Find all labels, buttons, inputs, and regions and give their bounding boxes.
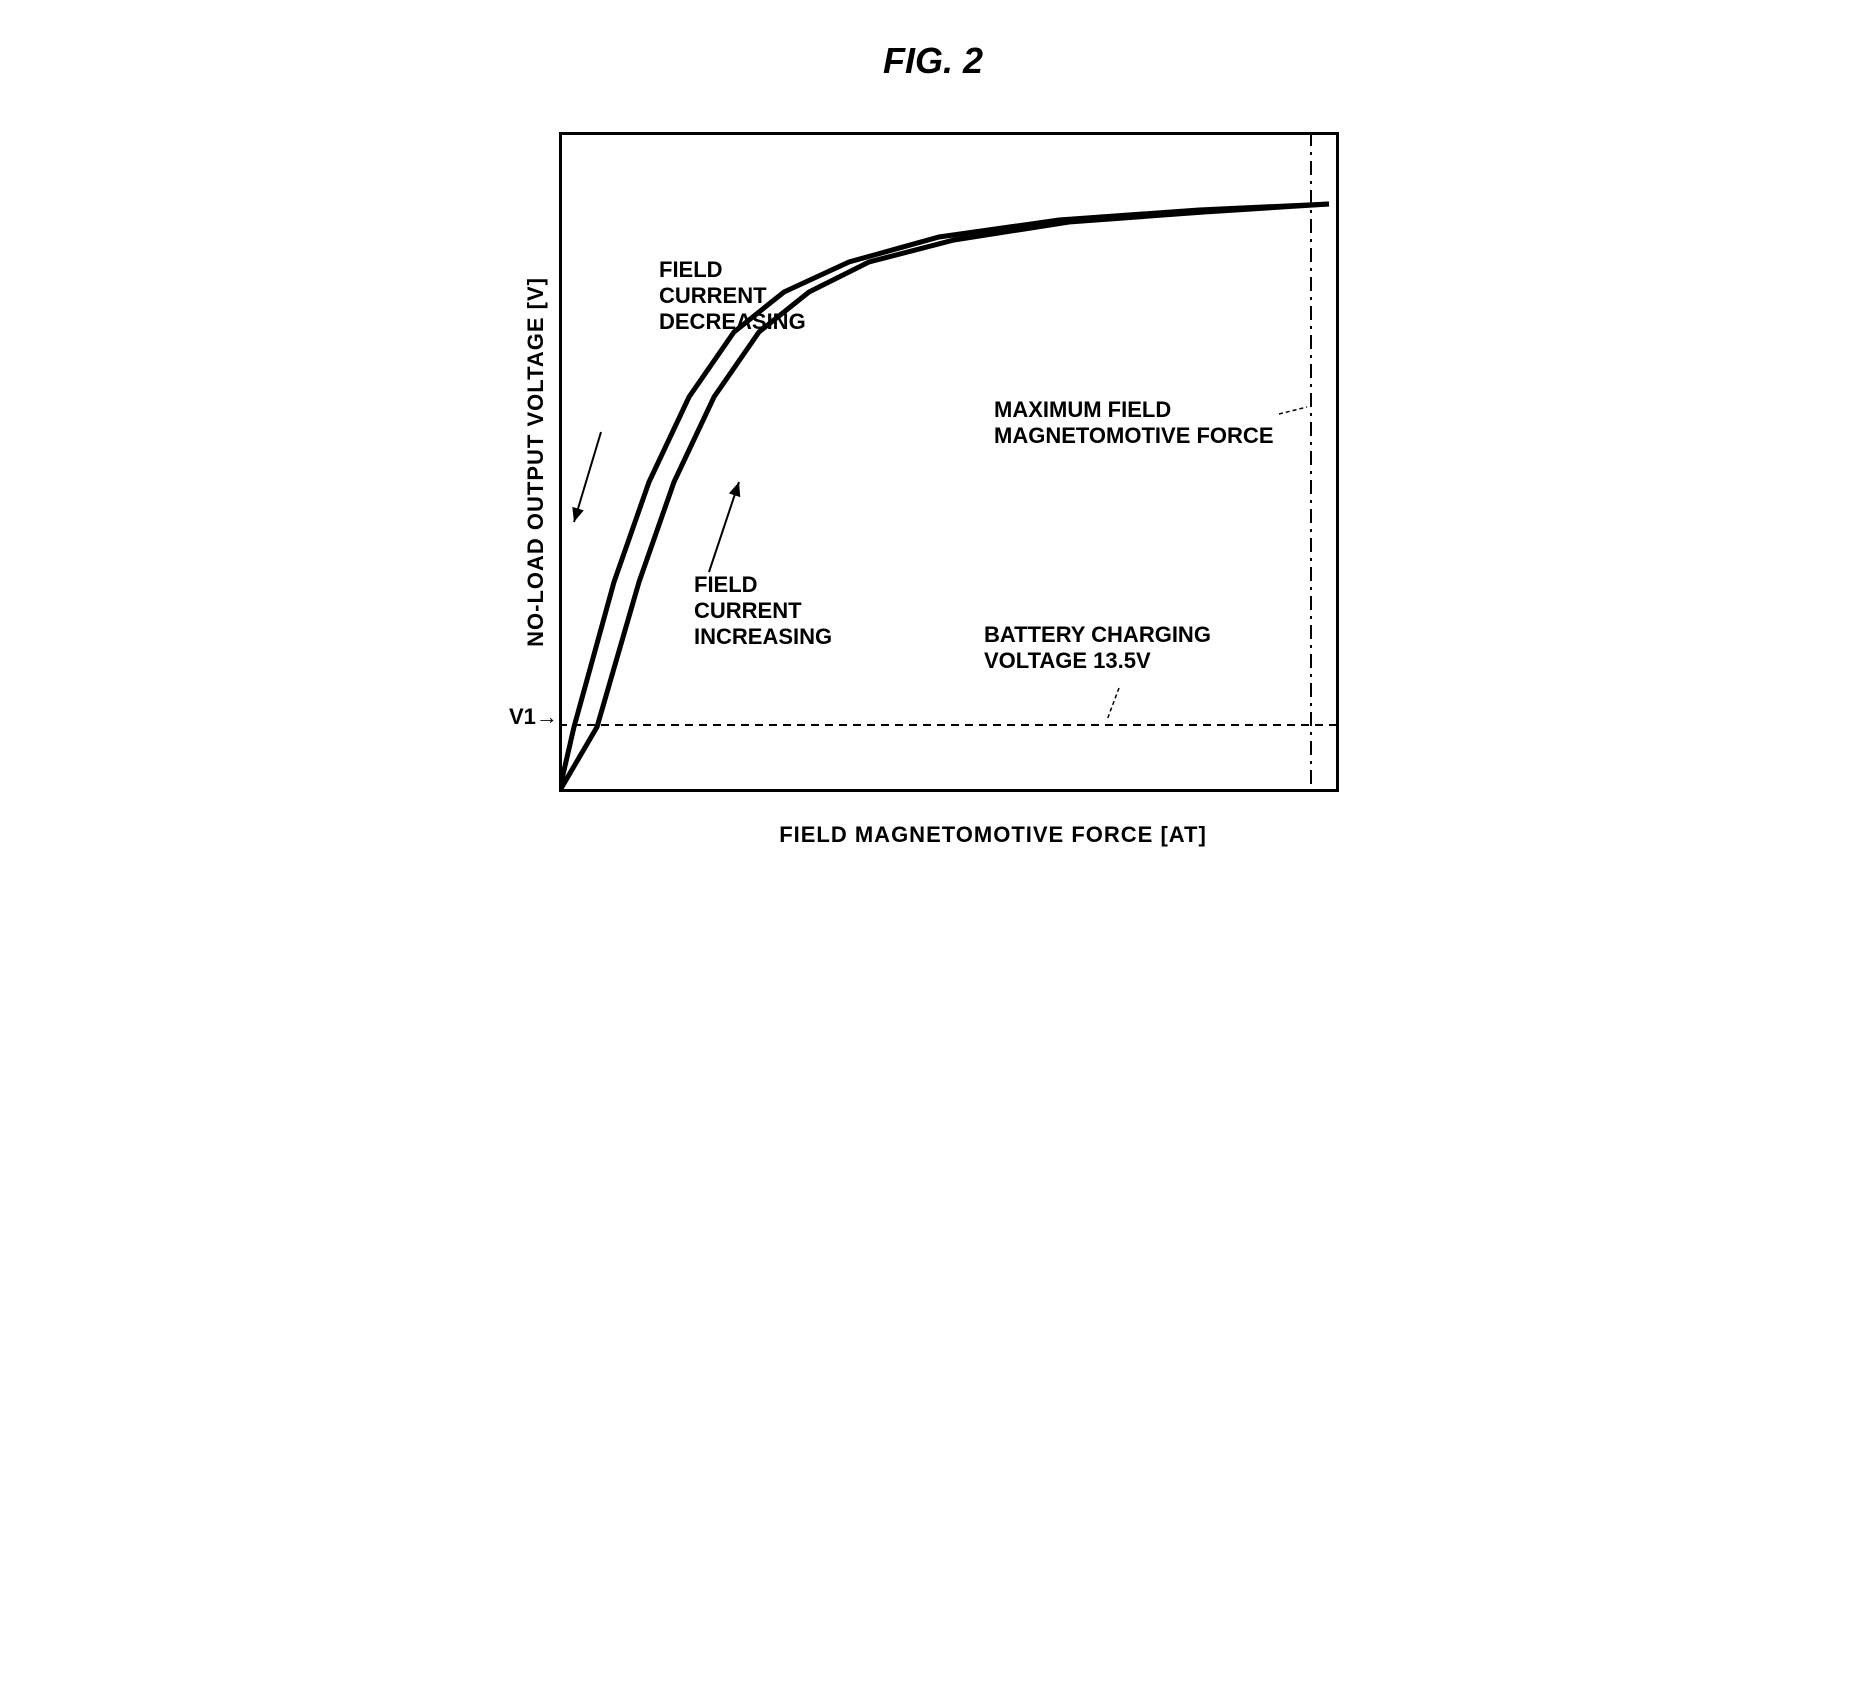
chart-wrapper: NO-LOAD OUTPUT VOLTAGE [V] V1→: [523, 132, 1383, 792]
leader-max-force: [1279, 407, 1307, 414]
label-max-force: MAXIMUM FIELDMAGNETOMOTIVE FORCE: [994, 397, 1274, 448]
arrow-increasing: [709, 482, 740, 572]
plot-border: [561, 134, 1338, 791]
chart-area: V1→: [559, 132, 1339, 792]
figure-container: FIG. 2 NO-LOAD OUTPUT VOLTAGE [V] V1→: [483, 40, 1383, 848]
label-field-increasing: FIELDCURRENTINCREASING: [694, 572, 832, 649]
leader-battery: [1107, 688, 1119, 720]
label-field-decreasing: FIELDCURRENTDECREASING: [659, 257, 806, 334]
x-axis-label: FIELD MAGNETOMOTIVE FORCE [AT]: [603, 822, 1383, 848]
y-axis-label: NO-LOAD OUTPUT VOLTAGE [V]: [523, 277, 549, 647]
v1-tick-label: V1→: [509, 704, 558, 730]
chart-svg: FIELDCURRENTDECREASING FIELDCURRENTINCRE…: [559, 132, 1339, 792]
arrow-decreasing: [572, 432, 601, 522]
label-battery: BATTERY CHARGINGVOLTAGE 13.5V: [984, 622, 1211, 673]
figure-title: FIG. 2: [483, 40, 1383, 82]
